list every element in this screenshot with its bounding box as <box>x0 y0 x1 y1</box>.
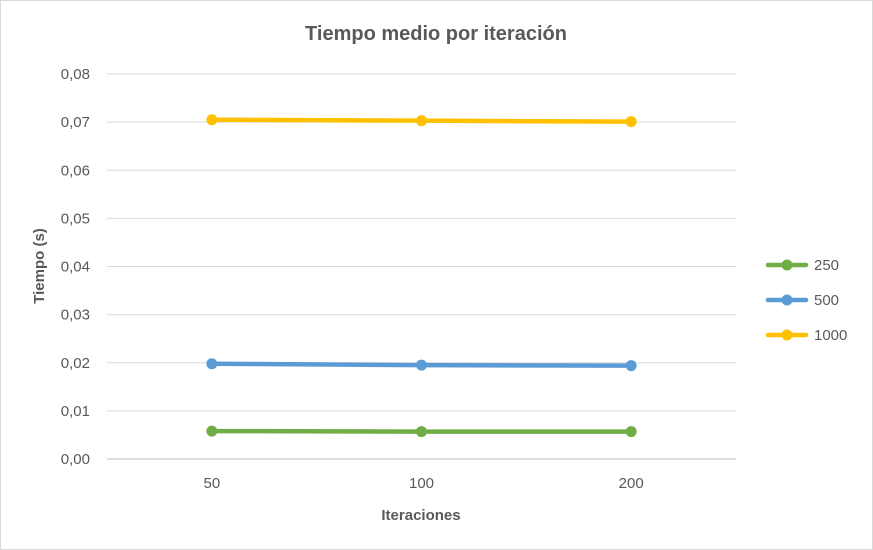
series-group <box>206 114 637 438</box>
y-tick-label: 0,07 <box>61 114 90 131</box>
data-point-500 <box>625 360 637 372</box>
legend-item-250: 250 <box>765 257 839 274</box>
x-axis-tick-labels: 50 100 200 <box>203 475 643 492</box>
data-point-250 <box>625 426 637 438</box>
data-point-500 <box>206 358 218 370</box>
legend-marker <box>781 329 793 341</box>
x-tick-label: 100 <box>409 475 434 492</box>
y-axis-title: Tiempo (s) <box>31 228 48 304</box>
series-500 <box>206 358 637 372</box>
x-axis-title: Iteraciones <box>381 507 460 524</box>
y-tick-label: 0,01 <box>61 403 90 420</box>
data-point-1000 <box>416 115 427 127</box>
data-point-1000 <box>625 116 637 128</box>
y-tick-label: 0,04 <box>61 259 90 276</box>
x-tick-label: 200 <box>619 475 644 492</box>
legend-item-500: 500 <box>765 292 839 309</box>
y-tick-label: 0,08 <box>61 66 90 83</box>
y-tick-label: 0,06 <box>61 162 90 179</box>
data-point-250 <box>416 426 427 438</box>
x-tick-label: 50 <box>203 475 220 492</box>
series-250 <box>206 425 637 438</box>
gridlines <box>107 73 736 460</box>
legend-item-1000: 1000 <box>765 327 847 344</box>
data-point-500 <box>416 359 427 371</box>
legend-marker <box>781 294 793 306</box>
data-point-250 <box>206 425 218 437</box>
legend: 250 500 1000 <box>765 257 847 344</box>
y-tick-label: 0,02 <box>61 355 90 372</box>
legend-label: 1000 <box>814 327 847 344</box>
legend-label: 250 <box>814 257 839 274</box>
series-1000 <box>206 114 637 128</box>
y-tick-label: 0,00 <box>61 451 90 468</box>
y-tick-label: 0,05 <box>61 210 90 227</box>
y-tick-label: 0,03 <box>61 307 90 324</box>
chart-title: Tiempo medio por iteración <box>305 23 567 45</box>
legend-marker <box>781 259 793 271</box>
y-axis-tick-labels: 0,00 0,01 0,02 0,03 0,04 0,05 0,06 0,07 0,08 <box>61 66 90 468</box>
legend-label: 500 <box>814 292 839 309</box>
data-point-1000 <box>206 114 218 126</box>
